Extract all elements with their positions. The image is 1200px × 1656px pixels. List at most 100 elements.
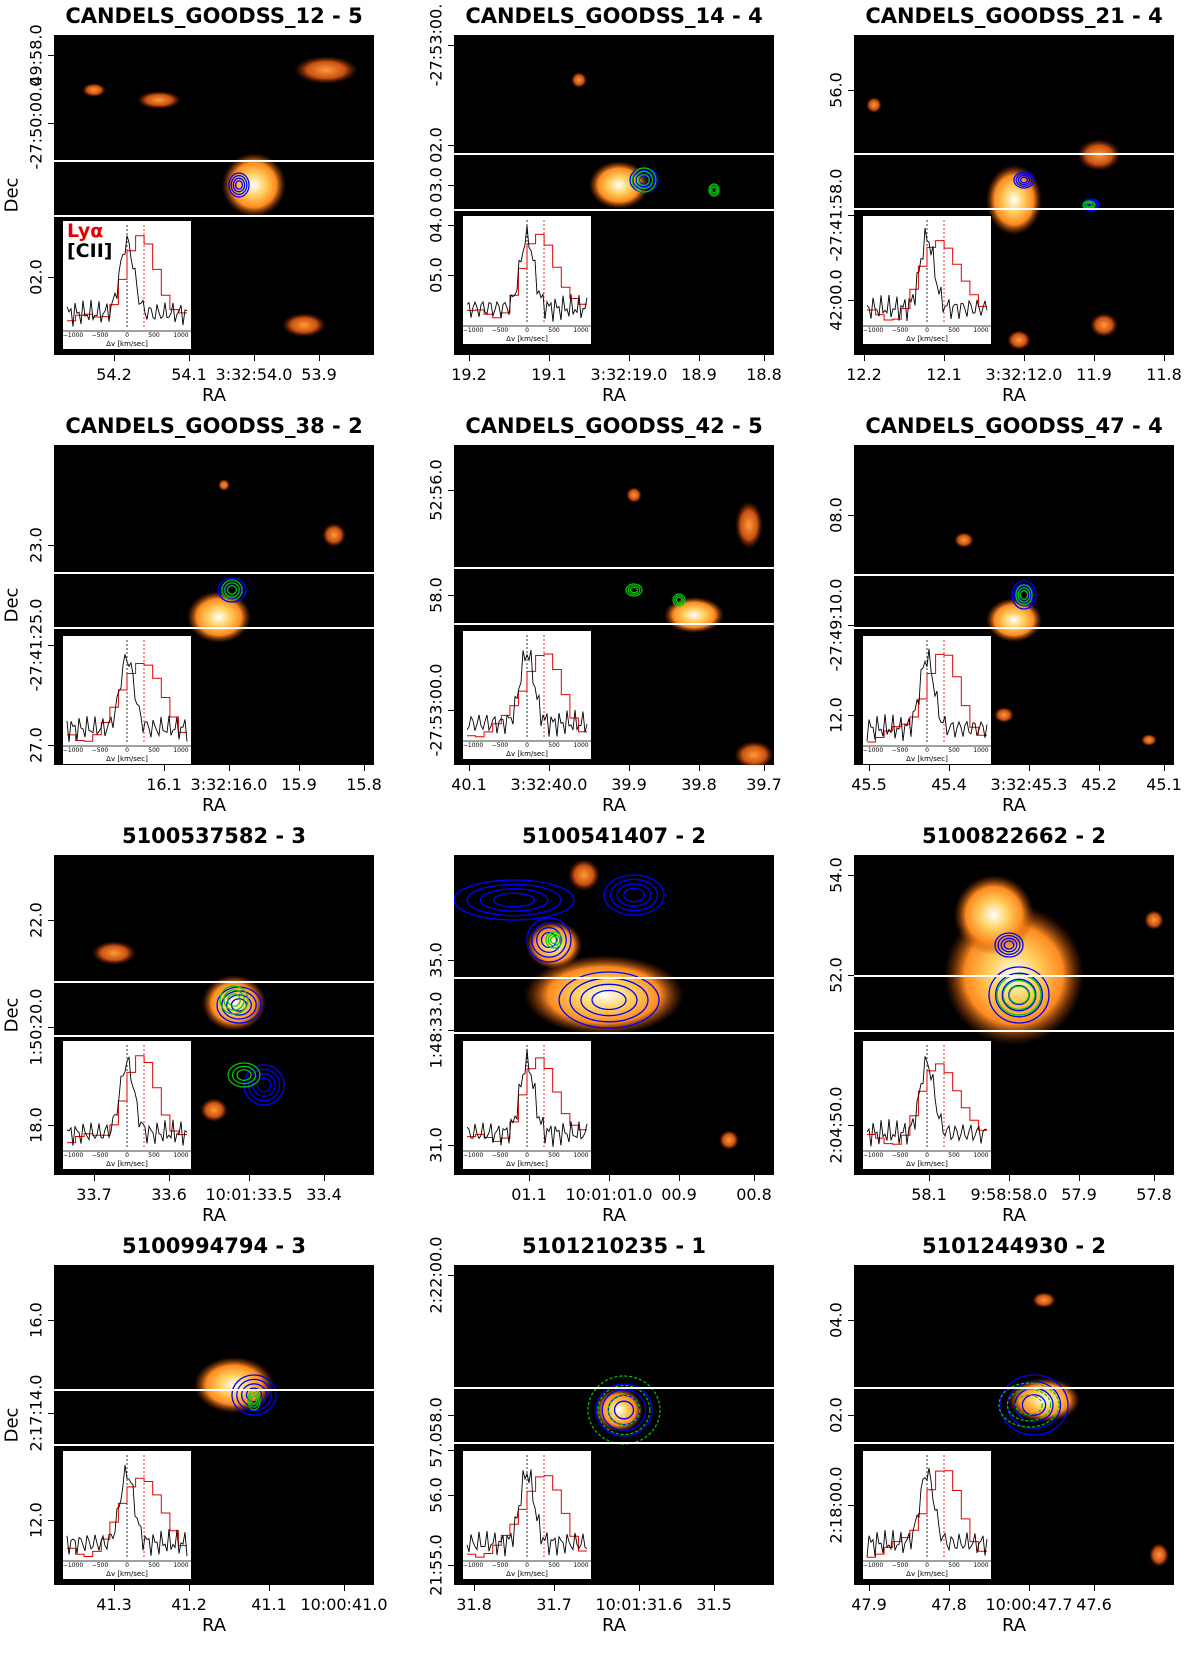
slit-line bbox=[854, 208, 1174, 210]
y-tick-label: 2:17:14.0 bbox=[26, 1374, 46, 1452]
y-tick-label: 2:04:50.0 bbox=[826, 1086, 846, 1164]
y-tick-mark bbox=[448, 1415, 454, 1416]
panel-title: 5100994794 - 3 bbox=[121, 1234, 307, 1258]
lya-spectrum bbox=[467, 1057, 587, 1142]
spectrum-inset: −1000 −500 0 500 1000 Δv [km/sec] bbox=[862, 1450, 992, 1580]
y-tick-mark bbox=[48, 1027, 54, 1028]
inset-xlabel: Δv [km/sec] bbox=[506, 1570, 548, 1578]
x-tick-mark bbox=[699, 355, 700, 361]
inset-tick-label: 0 bbox=[525, 1152, 529, 1159]
x-tick-mark bbox=[554, 1585, 555, 1591]
y-tick-mark bbox=[848, 1415, 854, 1416]
inset-xlabel: Δv [km/sec] bbox=[106, 340, 148, 348]
y-tick-mark bbox=[848, 90, 854, 91]
x-tick-label: 10:00:47.7 bbox=[985, 1595, 1073, 1614]
x-tick-label: 15.9 bbox=[281, 775, 317, 794]
panel-title: 5100541407 - 2 bbox=[521, 824, 707, 848]
x-tick-mark bbox=[269, 1585, 270, 1591]
blue-contour bbox=[526, 917, 572, 963]
panel-image bbox=[866, 97, 1121, 350]
y-tick-label: 2:18:00.0 bbox=[826, 1466, 846, 1544]
x-tick-label: 15.8 bbox=[346, 775, 382, 794]
emission-blob bbox=[92, 941, 136, 965]
y-tick-mark bbox=[848, 625, 854, 626]
green-contour bbox=[1002, 979, 1036, 1010]
x-tick-mark bbox=[639, 1585, 640, 1591]
green-contour bbox=[627, 585, 641, 595]
y-tick-mark bbox=[848, 1125, 854, 1126]
blue-contour bbox=[232, 177, 246, 193]
blue-contour bbox=[1019, 176, 1029, 184]
blue-contour bbox=[252, 1073, 276, 1097]
panel-image bbox=[954, 532, 1157, 746]
emission-blob bbox=[1077, 139, 1121, 171]
inset-tick-label: −1000 bbox=[462, 1152, 484, 1159]
image-panel: −1000 −500 0 500 1000 Δv [km/sec] bbox=[54, 855, 374, 1175]
lya-spectrum bbox=[67, 1055, 187, 1144]
x-tick-label: 41.1 bbox=[251, 1595, 287, 1614]
inset-tick-label: 0 bbox=[525, 742, 529, 749]
lya-spectrum bbox=[67, 663, 187, 742]
green-contour bbox=[597, 1384, 651, 1436]
spectrum-inset: −1000 −500 0 500 1000 Δv [km/sec] bbox=[462, 215, 592, 345]
x-tick-mark bbox=[1094, 355, 1095, 361]
x-tick-mark bbox=[299, 765, 300, 771]
blue-contour bbox=[994, 972, 1044, 1018]
y-tick-mark bbox=[48, 920, 54, 921]
inset-tick-label: 0 bbox=[125, 1562, 129, 1569]
panel-image bbox=[187, 479, 346, 643]
inset-tick-label: −1000 bbox=[62, 332, 84, 339]
x-tick-mark bbox=[629, 355, 630, 361]
blue-contour bbox=[603, 874, 665, 916]
y-tick-mark bbox=[448, 225, 454, 226]
inset-tick-label: 0 bbox=[925, 327, 929, 334]
x-tick-label: 10:01:01.0 bbox=[565, 1185, 653, 1204]
spectrum-inset: −1000 −500 0 500 1000 Δv [km/sec] bbox=[862, 635, 992, 765]
lya-spectrum bbox=[867, 1063, 987, 1145]
spectrum-plot bbox=[463, 1045, 591, 1152]
green-contour bbox=[227, 585, 238, 596]
y-tick-mark bbox=[448, 490, 454, 491]
slit-line bbox=[854, 1030, 1174, 1032]
panel-title: 5101210235 - 1 bbox=[521, 1234, 707, 1258]
panel-title: CANDELS_GOODSS_21 - 4 bbox=[865, 4, 1163, 28]
x-tick-label: 58.1 bbox=[911, 1185, 947, 1204]
x-axis-label: RA bbox=[1001, 1205, 1027, 1226]
y-tick-mark bbox=[448, 1030, 454, 1031]
x-tick-mark bbox=[714, 1585, 715, 1591]
emission-blob bbox=[994, 707, 1014, 723]
green-contour bbox=[250, 1395, 258, 1406]
y-tick-label: 12.0 bbox=[26, 1502, 46, 1538]
green-contour bbox=[1006, 1388, 1052, 1422]
green-contour bbox=[549, 935, 559, 945]
green-contour bbox=[236, 1069, 252, 1081]
blue-contour bbox=[988, 966, 1050, 1024]
blue-contour bbox=[1000, 937, 1018, 953]
inset-tick-label: −500 bbox=[491, 327, 509, 334]
slit-line bbox=[854, 153, 1174, 155]
inset-xlabel: Δv [km/sec] bbox=[506, 1160, 548, 1168]
x-tick-label: 12.1 bbox=[926, 365, 962, 384]
x-tick-label: 54.1 bbox=[171, 365, 207, 384]
panel-title: 5101244930 - 2 bbox=[921, 1234, 1107, 1258]
image-panel: −1000 −500 0 500 1000 Δv [km/sec] bbox=[454, 35, 774, 355]
x-tick-label: 10:00:41.0 bbox=[300, 1595, 388, 1614]
y-tick-label: 54.0 bbox=[826, 857, 846, 893]
emission-blob bbox=[282, 313, 326, 337]
blue-contour bbox=[558, 971, 660, 1029]
x-tick-label: 47.6 bbox=[1076, 1595, 1112, 1614]
x-tick-label: 3:32:54.0 bbox=[215, 365, 293, 384]
green-contour bbox=[998, 1382, 1060, 1428]
x-tick-label: 3:32:45.3 bbox=[990, 775, 1068, 794]
cii-spectrum bbox=[466, 1048, 588, 1147]
slit-line bbox=[854, 1442, 1174, 1444]
blue-contour bbox=[243, 1064, 285, 1106]
x-tick-mark bbox=[114, 1585, 115, 1591]
x-tick-mark bbox=[1029, 1585, 1030, 1591]
y-tick-mark bbox=[48, 1520, 54, 1521]
blue-contour bbox=[226, 994, 252, 1016]
panel-image bbox=[194, 1357, 277, 1416]
slit-line bbox=[854, 627, 1174, 629]
y-tick-label: 35.0 bbox=[426, 942, 446, 978]
inset-tick-label: −500 bbox=[91, 1562, 109, 1569]
